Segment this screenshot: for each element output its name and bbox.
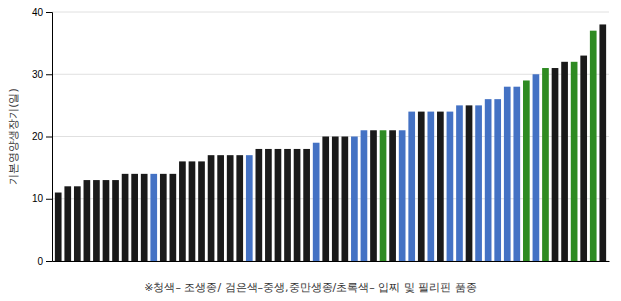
tick-label: 40 [32,7,44,18]
tick: 20 [32,131,52,142]
bar [590,31,597,261]
tick-label: 30 [32,69,44,80]
tick-mark [46,74,52,75]
bar [150,174,157,261]
bar [408,112,415,261]
x-axis [53,261,610,262]
bar [437,112,444,261]
bar [456,105,463,261]
axis-line [46,13,53,262]
bar [112,180,119,261]
bar [179,161,186,261]
tick: 10 [32,193,52,204]
bar [322,137,329,262]
grid-line [52,74,609,75]
bar [351,137,358,262]
bar [198,161,205,261]
bar [141,174,148,261]
bar [284,149,291,261]
bar [160,174,167,261]
bar [246,155,253,261]
bar [275,149,282,261]
axis-line [53,261,610,262]
bar [103,180,110,261]
bar [427,112,434,261]
bar [523,80,530,261]
tick-mark [46,261,52,262]
bar [361,130,368,261]
bar [466,105,473,261]
bar [341,137,348,262]
bar [93,180,100,261]
bar [236,155,243,261]
bar [399,130,406,261]
bar [170,174,177,261]
bar [55,193,62,261]
tick-mark [46,199,52,200]
y-axis: 0 10 20 30 40 [32,7,53,267]
footnote: ※청색– 조생종/ 검은색–중생,중만생종/초록색– 입찌 및 필리핀 품종 [144,281,477,294]
grid [52,12,609,261]
tick: 40 [32,7,52,18]
bar [561,62,568,261]
bar [475,105,482,261]
bar [217,155,224,261]
bar [599,24,606,261]
bar [380,130,387,261]
tick-mark [46,12,52,13]
bar [580,56,587,261]
bar [370,130,377,261]
bar [485,99,492,261]
bar [74,186,81,261]
bar [418,112,425,261]
bar [189,161,196,261]
bar [303,149,310,261]
bar [131,174,138,261]
bar [294,149,301,261]
bars [55,24,606,261]
bar [265,149,272,261]
bar [513,87,520,261]
bar [208,155,215,261]
bar [571,62,578,261]
y-axis-title: 기본영양생장기(일) [7,88,20,185]
bar [313,143,320,261]
tick-label: 20 [32,131,44,142]
bar [533,74,540,261]
bar [332,137,339,262]
bar [494,99,501,261]
bar [64,186,71,261]
bar [227,155,234,261]
bar [84,180,91,261]
bar [447,112,454,261]
tick-mark [46,137,52,138]
bar [389,130,396,261]
bar [504,87,511,261]
bar [122,174,129,261]
plot-area: 0 10 20 30 40 [32,7,610,267]
chart: 0 10 20 30 40 기본영양생장기(일) ※청색– 조생종/ 검은색–중생,중만생종… [0,0,621,301]
tick-label: 10 [32,193,44,204]
tick-label: 0 [37,256,43,267]
grid-line [52,12,609,13]
bar [256,149,263,261]
bar [542,68,549,261]
tick: 0 [37,256,52,267]
tick: 30 [32,69,52,80]
bar [552,68,559,261]
